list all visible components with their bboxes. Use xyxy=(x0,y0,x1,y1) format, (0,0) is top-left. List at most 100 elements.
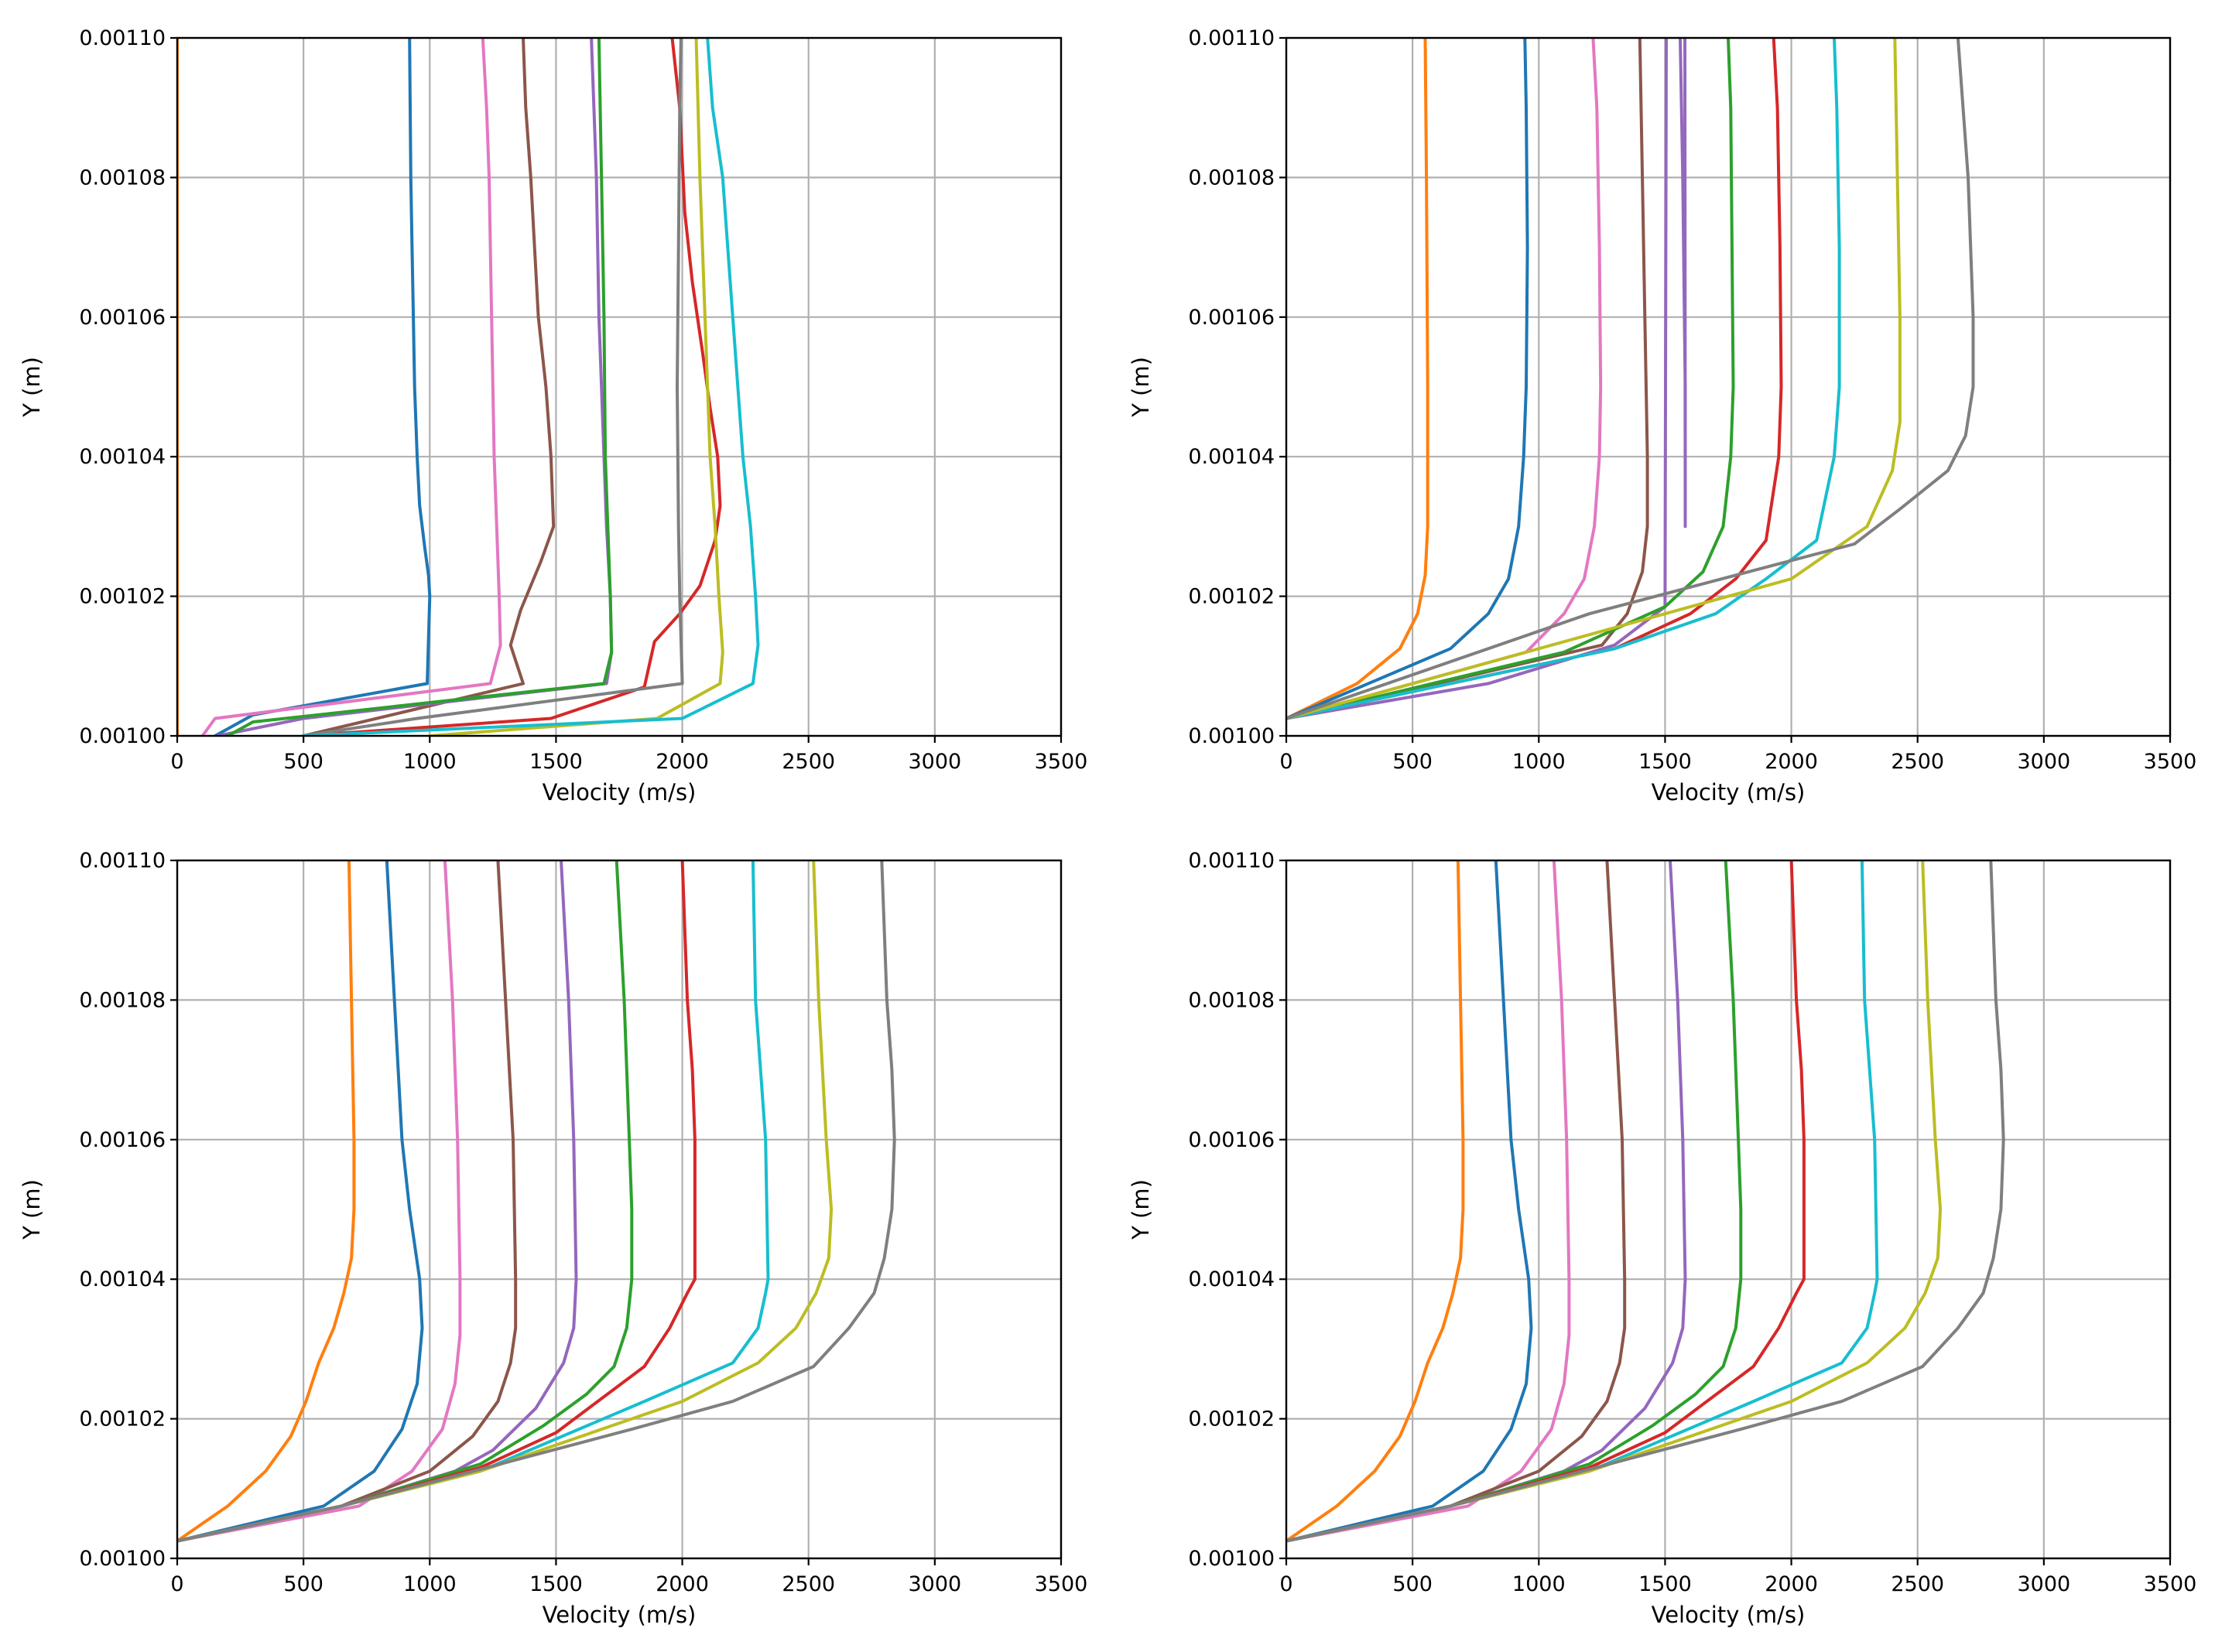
y-tick-label: 0.00110 xyxy=(79,26,166,50)
y-tick-label: 0.00104 xyxy=(79,445,166,469)
y-tick-label: 0.00106 xyxy=(79,1128,166,1152)
series-group xyxy=(1286,38,1975,720)
x-axis-label: Velocity (m/s) xyxy=(1652,779,1806,805)
series-line-3 xyxy=(177,860,518,1543)
x-tick-label: 2000 xyxy=(656,750,709,774)
y-tick-label: 0.00100 xyxy=(79,724,166,748)
series-line-9 xyxy=(1286,860,2005,1543)
x-tick-label: 500 xyxy=(283,750,324,774)
subplot-top-left: 0 500 1000 1500 2000 2500 3000 3500 0.00100 0.001… xyxy=(19,26,1087,805)
series-line-3 xyxy=(302,38,556,736)
series-line-2 xyxy=(177,860,462,1543)
y-tick-label: 0.00106 xyxy=(1188,1128,1275,1152)
series-line-7 xyxy=(177,860,770,1543)
series-group xyxy=(177,38,760,736)
x-tick-label: 1500 xyxy=(529,1572,583,1596)
x-tick-label: 0 xyxy=(1279,1572,1292,1596)
x-tick-label: 1500 xyxy=(1638,750,1692,774)
plot-frame xyxy=(176,36,1063,737)
x-tick-label: 500 xyxy=(283,1572,324,1596)
plot-frame xyxy=(1285,859,2172,1560)
series-line-7 xyxy=(1286,38,1841,720)
y-tick-label: 0.00108 xyxy=(1188,988,1275,1012)
x-tick-label: 1500 xyxy=(1638,1572,1692,1596)
series-line-2 xyxy=(200,38,502,736)
y-tick-label: 0.00100 xyxy=(1188,724,1275,748)
plot-frame xyxy=(1285,36,2172,737)
series-line-4 xyxy=(1286,38,1687,720)
series-line-3 xyxy=(1286,860,1627,1543)
x-axis-label: Velocity (m/s) xyxy=(1652,1602,1806,1628)
x-tick-label: 0 xyxy=(170,750,183,774)
series-line-9 xyxy=(302,38,760,736)
x-tick-label: 2000 xyxy=(1765,750,1818,774)
x-tick-label: 2500 xyxy=(1891,750,1944,774)
series-line-5 xyxy=(177,860,634,1543)
y-tick-label: 0.00104 xyxy=(1188,1267,1275,1291)
x-tick-label: 500 xyxy=(1392,750,1433,774)
series-line-3 xyxy=(1286,38,1649,720)
series-line-9 xyxy=(1286,38,1975,720)
y-tick-label: 0.00102 xyxy=(1188,1407,1275,1431)
series-line-8 xyxy=(428,38,724,736)
series-line-6 xyxy=(302,38,722,736)
series-line-5 xyxy=(226,38,614,736)
series-line-5 xyxy=(1286,38,1735,720)
y-tick-label: 0.00102 xyxy=(79,585,166,609)
y-tick-label: 0.00110 xyxy=(79,849,166,873)
series-line-0 xyxy=(1286,860,1465,1543)
series-group xyxy=(1286,860,2005,1543)
x-tick-label: 3000 xyxy=(2017,750,2070,774)
x-tick-label: 3500 xyxy=(1035,1572,1088,1596)
x-tick-label: 2500 xyxy=(782,750,835,774)
y-tick-label: 0.00108 xyxy=(79,988,166,1012)
x-tick-label: 3000 xyxy=(908,750,961,774)
y-axis-label: Y (m) xyxy=(19,357,45,418)
y-tick-label: 0.00108 xyxy=(1188,166,1275,190)
series-line-9 xyxy=(177,860,896,1543)
y-tick-label: 0.00110 xyxy=(1188,849,1275,873)
subplot-top-right: 0 500 1000 1500 2000 2500 3000 3500 0.00100 0.001… xyxy=(1128,26,2197,805)
y-tick-label: 0.00104 xyxy=(79,1267,166,1291)
x-tick-label: 3000 xyxy=(908,1572,961,1596)
series-line-0 xyxy=(177,860,356,1543)
y-tick-label: 0.00102 xyxy=(79,1407,166,1431)
x-axis-label: Velocity (m/s) xyxy=(543,1602,697,1628)
y-tick-label: 0.00106 xyxy=(1188,306,1275,330)
x-tick-label: 1000 xyxy=(403,1572,457,1596)
series-line-0 xyxy=(1286,38,1429,720)
series-line-1 xyxy=(1286,860,1533,1543)
y-axis-label: Y (m) xyxy=(1128,1179,1154,1240)
series-group xyxy=(177,860,896,1543)
x-tick-label: 1000 xyxy=(1512,1572,1566,1596)
series-line-4 xyxy=(177,860,578,1543)
x-tick-label: 2500 xyxy=(1891,1572,1944,1596)
x-tick-label: 3500 xyxy=(2144,750,2197,774)
y-tick-label: 0.00100 xyxy=(1188,1547,1275,1571)
y-axis-label: Y (m) xyxy=(19,1179,45,1240)
x-axis-label: Velocity (m/s) xyxy=(543,779,697,805)
plot-frame xyxy=(176,859,1063,1560)
y-tick-label: 0.00100 xyxy=(79,1547,166,1571)
x-tick-label: 1000 xyxy=(1512,750,1566,774)
subplot-bottom-left: 0 500 1000 1500 2000 2500 3000 3500 0.00100 0.001… xyxy=(19,849,1087,1628)
series-line-8 xyxy=(1286,38,1902,720)
y-tick-label: 0.00110 xyxy=(1188,26,1275,50)
x-tick-label: 0 xyxy=(1279,750,1292,774)
x-tick-label: 2000 xyxy=(1765,1572,1818,1596)
series-line-7 xyxy=(302,38,684,736)
y-tick-label: 0.00108 xyxy=(79,166,166,190)
x-tick-label: 2500 xyxy=(782,1572,835,1596)
series-line-5 xyxy=(1286,860,1743,1543)
x-tick-label: 3500 xyxy=(2144,1572,2197,1596)
x-tick-label: 3500 xyxy=(1035,750,1088,774)
x-tick-label: 1000 xyxy=(403,750,457,774)
series-line-2 xyxy=(1286,38,1603,720)
x-tick-label: 2000 xyxy=(656,1572,709,1596)
y-tick-label: 0.00106 xyxy=(79,306,166,330)
series-line-7 xyxy=(1286,860,1879,1543)
subplot-bottom-right: 0 500 1000 1500 2000 2500 3000 3500 0.00100 0.001… xyxy=(1128,849,2196,1628)
series-line-4 xyxy=(1286,860,1687,1543)
series-line-1 xyxy=(213,38,432,736)
